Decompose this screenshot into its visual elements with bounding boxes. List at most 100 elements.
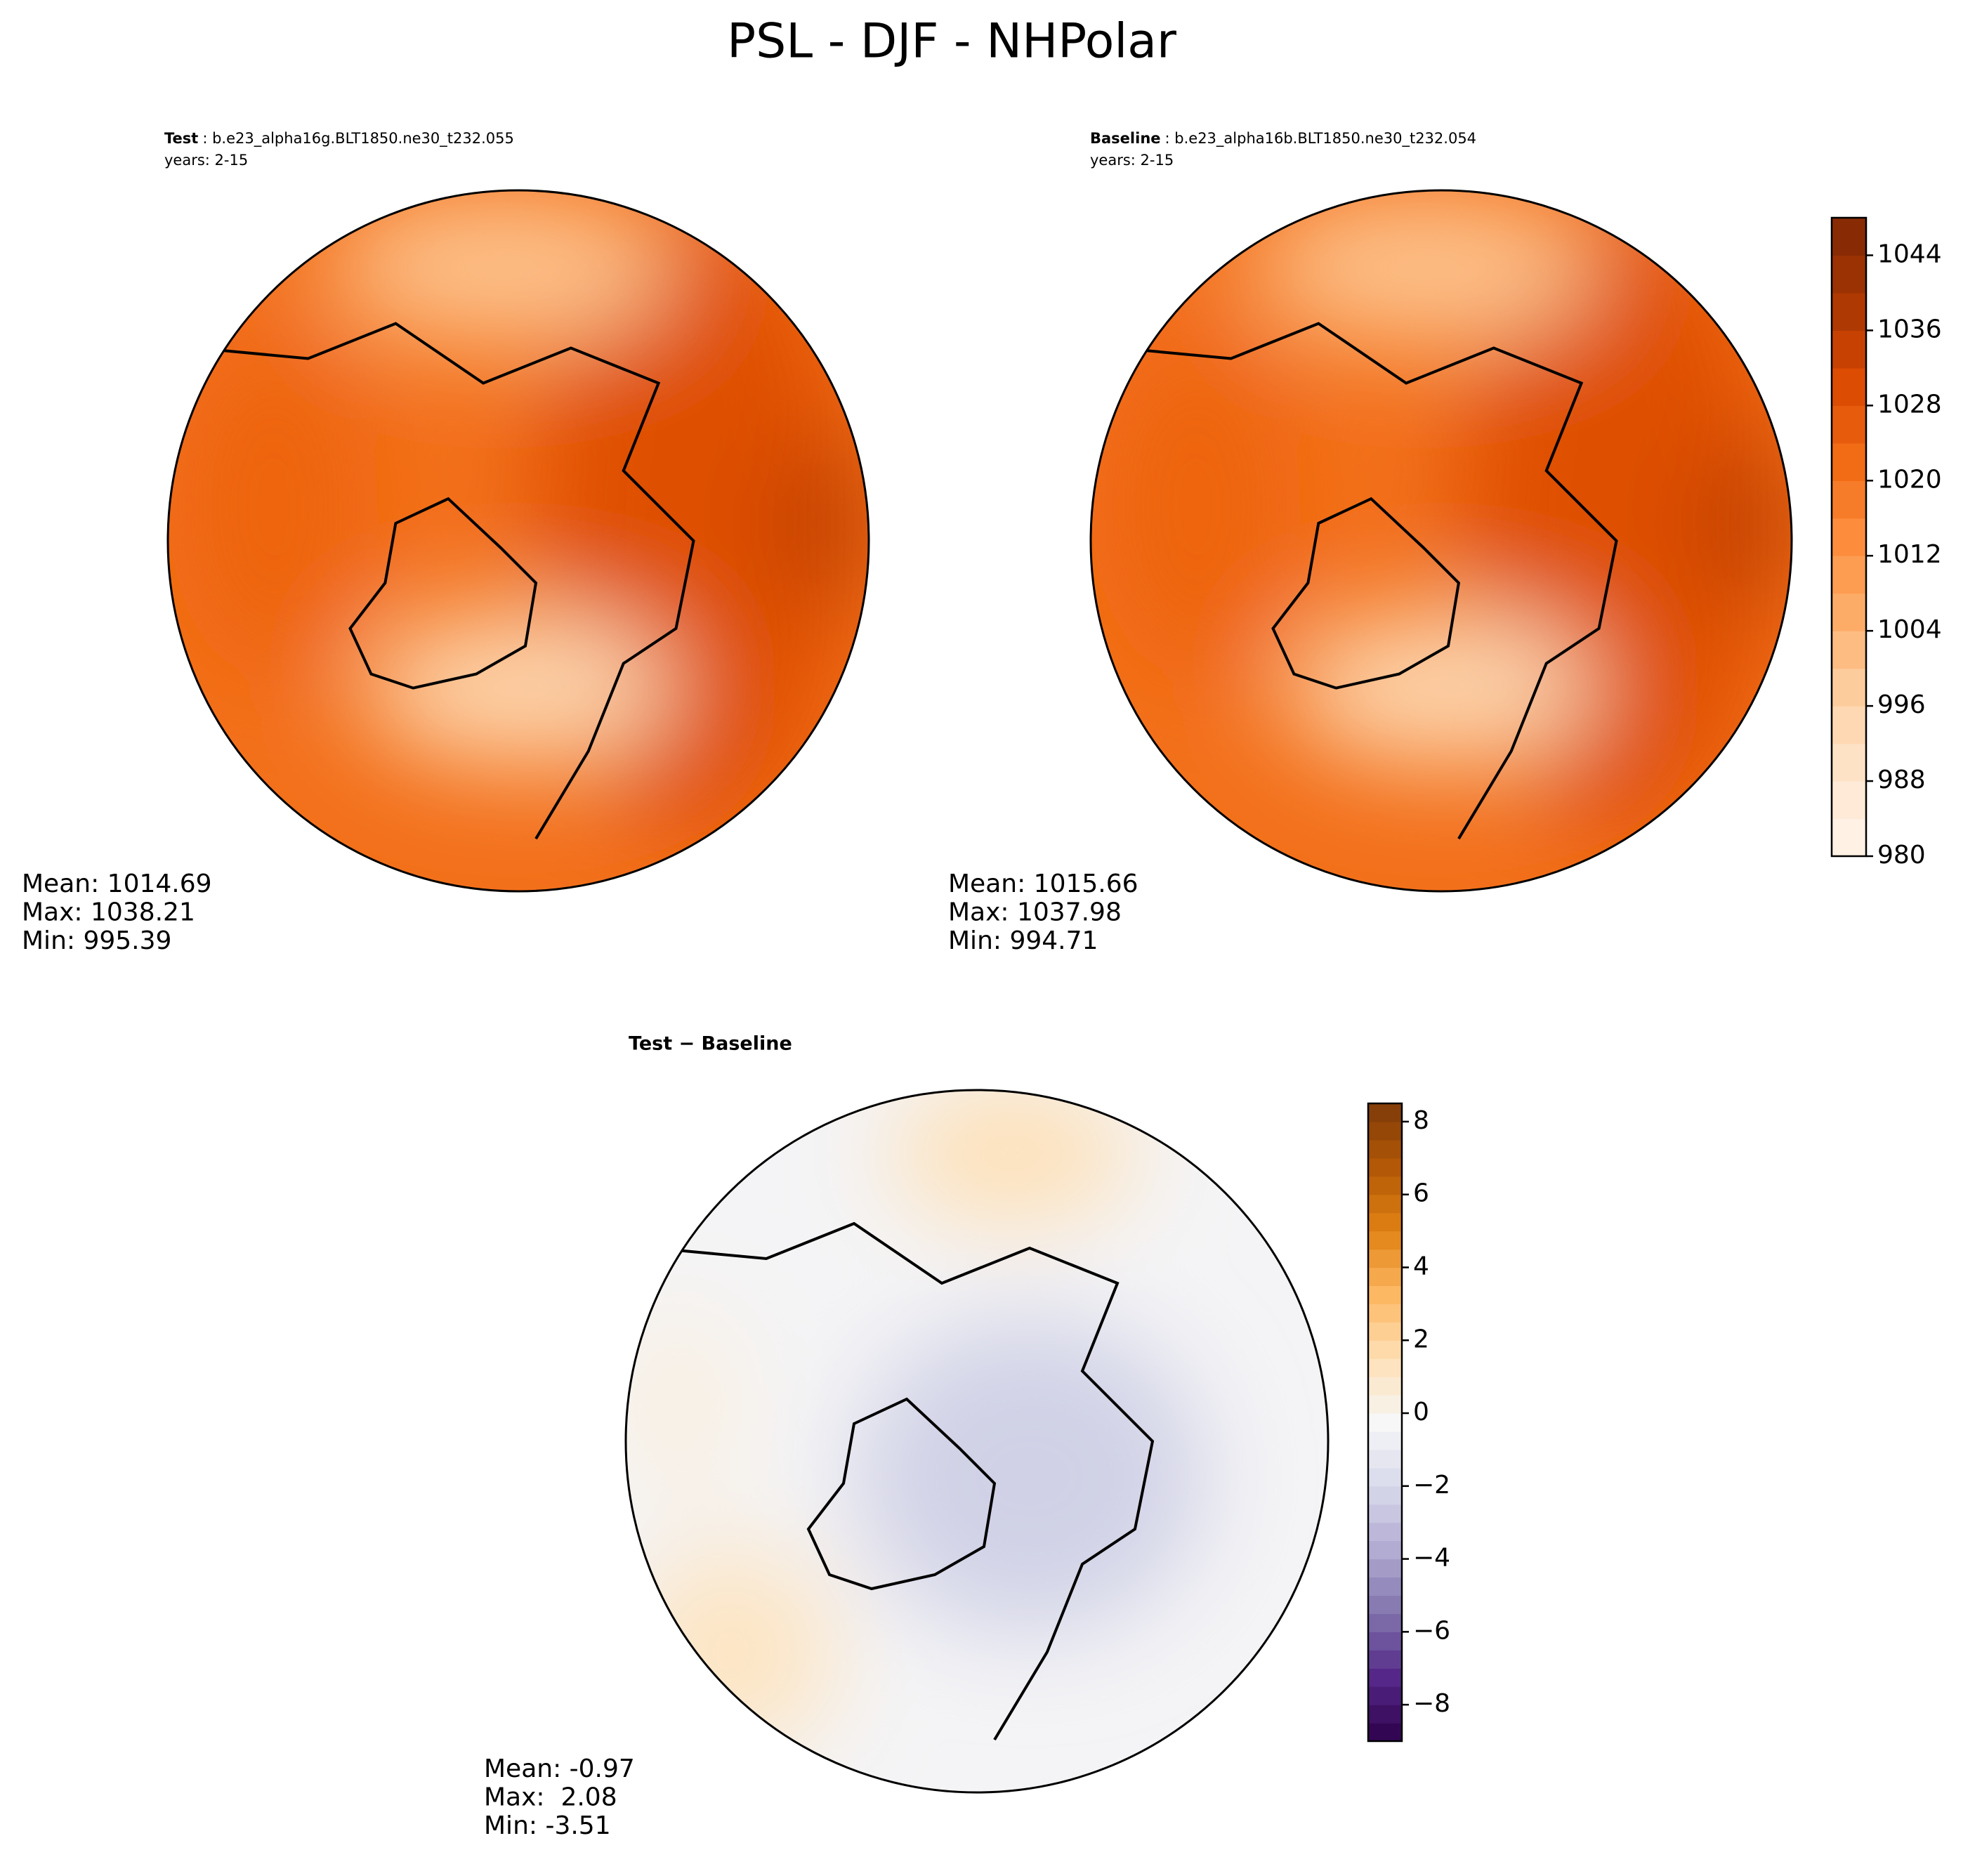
stat-line: Min: 994.71 [948, 926, 1098, 955]
colorbar-frame [1367, 1102, 1403, 1743]
panel-case: : b.e23_alpha16g.BLT1850.ne30_t232.055 [202, 130, 514, 147]
panel-case: : b.e23_alpha16b.BLT1850.ne30_t232.054 [1165, 130, 1477, 147]
colorbar-tick-label: 4 [1413, 1252, 1429, 1280]
colorbar-segment [1832, 480, 1866, 519]
colorbar-segment [1368, 1103, 1402, 1122]
colorbar-segment [1368, 1249, 1402, 1268]
colorbar-segment [1368, 1467, 1402, 1487]
coastline [653, 1221, 1155, 1741]
colorbar-segment [1832, 781, 1866, 820]
colorbar-segment [1368, 1176, 1402, 1195]
panel-title: Test: b.e23_alpha16g.BLT1850.ne30_t232.0… [164, 130, 514, 147]
coastline [1118, 322, 1618, 840]
panel-years: years: 2-15 [164, 152, 248, 169]
map-boundary [624, 1089, 1330, 1794]
field-blob [1091, 330, 1301, 681]
colorbar-segment [1368, 1504, 1402, 1523]
colorbar-segment [1368, 1431, 1402, 1450]
coastline [348, 497, 538, 690]
field-blob [777, 435, 869, 611]
field-blob [854, 1318, 1205, 1634]
colorbar-tick-label: 8 [1413, 1106, 1429, 1135]
colorbar-segment [1368, 1485, 1402, 1505]
stat-line: Mean: 1014.69 [22, 870, 212, 898]
field-blob [1283, 610, 1599, 766]
colorbar-tick-label: 1044 [1877, 240, 1942, 268]
panel-title: Test − Baseline [629, 1033, 792, 1055]
colorbar-segment [1368, 1449, 1402, 1469]
colorbar-tick-label: 996 [1877, 690, 1926, 719]
colorbar-segment [1832, 292, 1866, 332]
colorbar-segment [1368, 1304, 1402, 1323]
colorbar-segment [1832, 706, 1866, 745]
stat-line: Mean: -0.97 [484, 1754, 635, 1783]
colorbar-tick-label: 0 [1413, 1398, 1429, 1426]
panel-title: Baseline: b.e23_alpha16b.BLT1850.ne30_t2… [1090, 130, 1476, 147]
colorbar-segment [1368, 1668, 1402, 1687]
colorbar-segment [1832, 818, 1866, 857]
colorbar-tick-label: 1028 [1877, 390, 1942, 419]
colorbar-segment [1368, 1395, 1402, 1414]
map-field [626, 1090, 1328, 1792]
colorbar-segment [1368, 1686, 1402, 1705]
coastline [806, 1397, 997, 1591]
stat-line: Max: 2.08 [484, 1783, 617, 1812]
panel-title-bold: Baseline [1090, 130, 1161, 147]
colorbar-segment [1832, 518, 1866, 556]
colorbar-segment [1368, 1705, 1402, 1724]
colorbar-segment [1832, 218, 1866, 256]
colorbar-tick-label: −8 [1413, 1689, 1450, 1718]
colorbar-tick-label: −2 [1413, 1471, 1450, 1500]
stat-line: Mean: 1015.66 [948, 870, 1138, 898]
colorbar-tick-label: 988 [1877, 766, 1926, 794]
colorbar-segment [1832, 556, 1866, 594]
colorbar-segment [1368, 1540, 1402, 1560]
colorbar-segment [1368, 1632, 1402, 1651]
colorbar-segment [1368, 1613, 1402, 1632]
colorbar-segment [1368, 1358, 1402, 1377]
map-boundary [166, 189, 870, 893]
field-blob [1700, 435, 1792, 611]
map-field [168, 190, 869, 891]
colorbar-segment [1368, 1340, 1402, 1359]
colorbar-segment [1832, 668, 1866, 707]
map-field [1091, 190, 1792, 891]
colorbar-frame [1830, 216, 1868, 858]
colorbar-segment [1368, 1139, 1402, 1159]
colorbar-segment [1368, 1413, 1402, 1432]
colorbar-tick-label: 1012 [1877, 540, 1942, 569]
colorbar-segment [1368, 1121, 1402, 1141]
coastline [195, 322, 695, 840]
colorbar-segment [1368, 1723, 1402, 1742]
colorbar-segment [1368, 1377, 1402, 1396]
colorbar-segment [1368, 1194, 1402, 1214]
colorbar-segment [1368, 1595, 1402, 1614]
panel-title-bold: Test [164, 130, 198, 147]
colorbar-segment [1368, 1559, 1402, 1578]
field-blob [1248, 190, 1599, 345]
colorbar-tick-label: 2 [1413, 1325, 1429, 1353]
colorbar-tick-label: −4 [1413, 1544, 1450, 1573]
field-blob [325, 190, 676, 345]
colorbar-segment [1368, 1522, 1402, 1542]
field-blob [889, 1090, 1135, 1224]
colorbar-tick-label: 1004 [1877, 615, 1942, 644]
colorbar-segment [1368, 1212, 1402, 1232]
panel-years: years: 2-15 [1090, 152, 1174, 169]
colorbar-segment [1368, 1157, 1402, 1177]
colorbar-segment [1368, 1650, 1402, 1669]
colorbar-segment [1832, 593, 1866, 631]
figure-title: PSL - DJF - NHPolar [727, 14, 1176, 70]
stat-line: Min: -3.51 [484, 1811, 611, 1840]
colorbar-segment [1832, 367, 1866, 406]
map-boundary [1089, 189, 1793, 893]
colorbar-segment [1368, 1322, 1402, 1341]
colorbar-tick-label: 6 [1413, 1179, 1429, 1208]
colorbar-segment [1368, 1285, 1402, 1304]
stat-line: Min: 995.39 [22, 926, 171, 955]
colorbar-segment [1832, 442, 1866, 481]
colorbar-segment [1368, 1231, 1402, 1250]
colorbar-segment [1832, 330, 1866, 369]
